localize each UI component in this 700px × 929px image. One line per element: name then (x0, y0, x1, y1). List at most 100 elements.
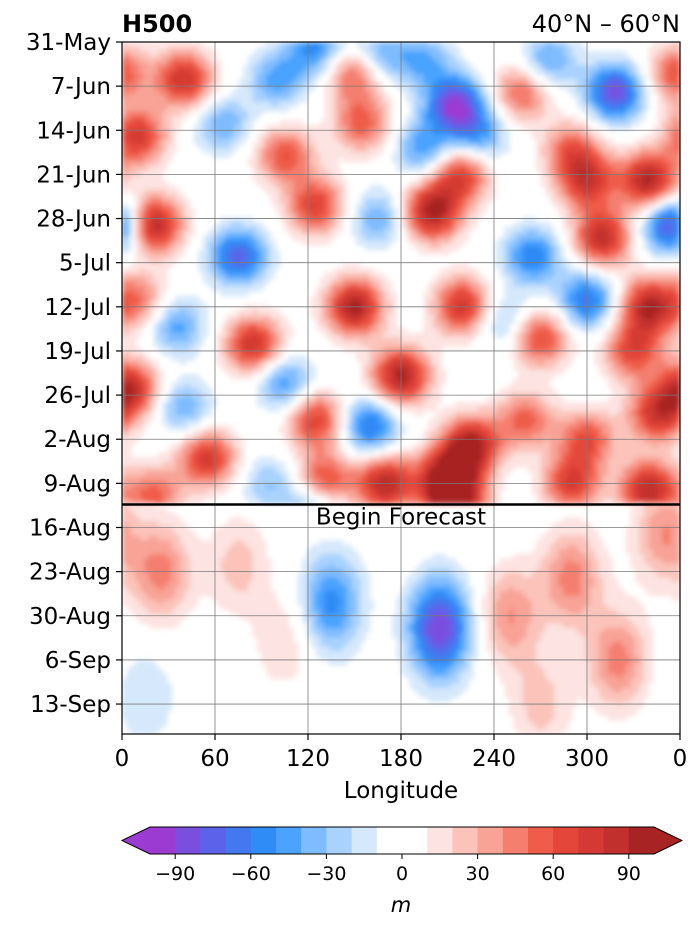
field-cell (167, 240, 173, 246)
field-cell (531, 221, 537, 228)
field-cell (158, 42, 164, 48)
field-cell (140, 254, 146, 260)
field-cell (297, 65, 303, 71)
field-cell (603, 286, 609, 292)
field-cell (180, 240, 186, 246)
field-cell (149, 226, 155, 232)
field-cell (671, 157, 677, 163)
field-cell (572, 69, 578, 75)
field-cell (635, 291, 641, 297)
field-cell (324, 194, 330, 200)
field-cell (230, 254, 236, 260)
field-cell (410, 203, 416, 209)
field-cell (468, 217, 474, 223)
field-cell (131, 134, 137, 140)
field-cell (450, 152, 456, 158)
field-cell (365, 203, 371, 209)
field-cell (333, 198, 339, 205)
field-cell (414, 51, 420, 57)
field-cell (437, 194, 443, 200)
field-cell (252, 277, 258, 283)
field-cell (140, 231, 146, 237)
field-cell (545, 231, 551, 237)
field-cell (648, 221, 654, 228)
field-cell (189, 212, 195, 218)
field-cell (419, 129, 425, 135)
field-cell (410, 157, 416, 163)
field-cell (455, 65, 461, 71)
field-cell (342, 180, 348, 186)
field-cell (140, 138, 146, 145)
field-cell (266, 272, 272, 278)
field-cell (446, 240, 452, 246)
field-cell (423, 231, 429, 237)
field-cell (437, 74, 443, 80)
field-cell (135, 240, 141, 246)
field-cell (446, 194, 452, 200)
field-cell (212, 281, 218, 288)
field-cell (662, 254, 668, 260)
field-cell (266, 88, 272, 94)
field-cell (405, 166, 411, 172)
field-cell (500, 254, 506, 260)
field-cell (594, 88, 600, 94)
field-cell (549, 272, 555, 278)
field-cell (239, 226, 245, 232)
field-cell (450, 157, 456, 163)
field-cell (558, 148, 564, 154)
field-cell (360, 88, 366, 94)
field-cell (671, 244, 677, 251)
field-cell (414, 106, 420, 112)
field-cell (540, 69, 546, 75)
field-cell (122, 74, 128, 80)
field-cell (468, 208, 474, 214)
field-cell (284, 125, 290, 131)
field-cell (239, 268, 245, 274)
field-cell (450, 277, 456, 283)
field-cell (180, 69, 186, 75)
field-cell (522, 111, 528, 117)
field-cell (410, 194, 416, 200)
field-cell (572, 198, 578, 205)
field-cell (243, 235, 249, 241)
field-cell (567, 221, 573, 228)
field-cell (320, 226, 326, 232)
field-cell (261, 272, 267, 278)
field-cell (302, 60, 308, 66)
field-cell (491, 129, 497, 135)
field-cell (243, 249, 249, 255)
field-cell (558, 268, 564, 274)
field-cell (342, 129, 348, 135)
field-cell (329, 115, 335, 122)
field-cell (270, 46, 276, 52)
field-cell (414, 226, 420, 232)
field-cell (450, 111, 456, 117)
field-cell (333, 166, 339, 172)
field-cell (230, 101, 236, 108)
field-cell (608, 185, 614, 191)
field-cell (405, 97, 411, 103)
field-cell (572, 226, 578, 232)
field-cell (518, 272, 524, 278)
field-cell (473, 171, 479, 177)
field-cell (257, 244, 263, 251)
field-cell (504, 268, 510, 274)
field-cell (468, 65, 474, 71)
field-cell (270, 134, 276, 140)
field-cell (666, 189, 672, 195)
field-cell (581, 143, 587, 149)
field-cell (410, 231, 416, 237)
field-cell (509, 240, 515, 246)
field-cell (666, 152, 672, 158)
field-cell (585, 88, 591, 94)
field-cell (261, 134, 267, 140)
field-cell (572, 55, 578, 62)
field-cell (545, 92, 551, 98)
field-cell (617, 152, 623, 158)
field-cell (365, 281, 371, 288)
field-cell (203, 244, 209, 251)
field-cell (324, 189, 330, 195)
field-cell (473, 115, 479, 122)
field-cell (131, 277, 137, 283)
field-cell (140, 240, 146, 246)
